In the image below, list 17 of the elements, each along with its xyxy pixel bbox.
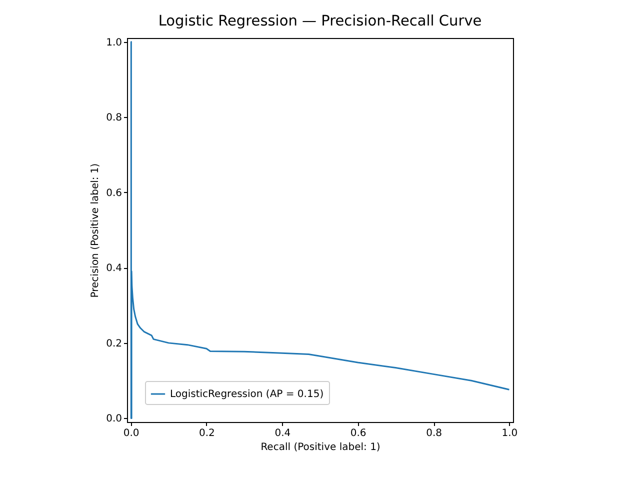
line-series — [130, 41, 510, 419]
x-tick-label: 1.0 — [502, 428, 518, 439]
y-tick-label: 1.0 — [106, 37, 122, 48]
y-tick-label: 0.4 — [106, 263, 122, 274]
x-tick-label: 0.2 — [199, 428, 215, 439]
x-tick-label: 0.8 — [426, 428, 442, 439]
x-tick-label: 0.0 — [123, 428, 140, 439]
y-tick-label: 0.8 — [106, 112, 122, 124]
y-tick-label: 0.2 — [106, 338, 122, 350]
x-axis-title: Recall (Positive label: 1) — [260, 442, 380, 453]
y-tick-label: 0.0 — [106, 414, 122, 425]
legend-label: LogisticRegression (AP = 0.15) — [170, 389, 324, 400]
x-tick-label: 0.6 — [350, 428, 366, 439]
y-tick-label: 0.6 — [106, 188, 122, 199]
chart-title: Logistic Regression — Precision-Recall Curve — [158, 13, 482, 30]
y-axis-title: Precision (Positive label: 1) — [90, 163, 102, 298]
x-tick-label: 0.4 — [274, 428, 291, 439]
